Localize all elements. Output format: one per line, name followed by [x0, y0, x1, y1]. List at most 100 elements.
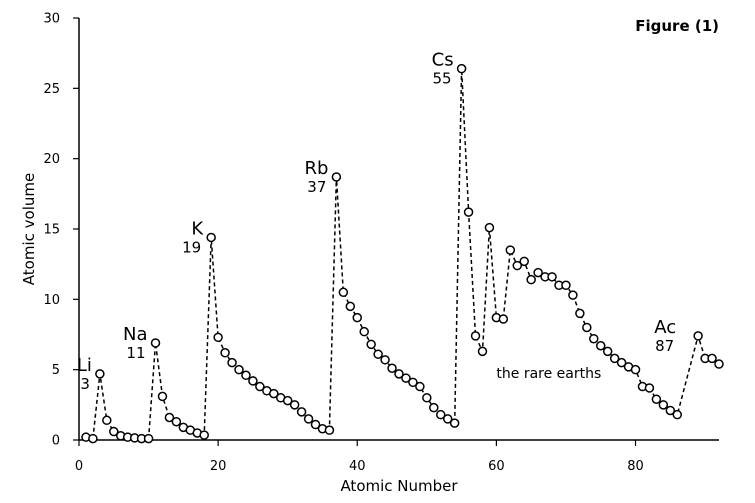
y-tick-label: 20: [43, 152, 60, 167]
data-point: [289, 400, 300, 410]
data-point: [449, 418, 460, 428]
data-point: [415, 381, 425, 392]
element-number-label: 55: [433, 70, 452, 88]
data-point: [171, 416, 182, 427]
data-point: [422, 393, 432, 403]
data-point: [143, 433, 154, 444]
data-point: [408, 377, 418, 388]
data-point: [602, 346, 613, 357]
y-tick-label: 30: [43, 12, 60, 27]
data-point: [498, 314, 509, 324]
data-point: [470, 331, 481, 341]
series-group: [81, 63, 724, 444]
x-tick-label: 60: [488, 459, 505, 474]
data-point: [234, 364, 244, 375]
data-point: [435, 409, 446, 420]
data-point: [394, 369, 404, 379]
y-tick-label: 10: [43, 293, 60, 308]
data-point: [241, 370, 251, 381]
data-point: [526, 274, 536, 285]
y-tick-label: 15: [43, 223, 60, 238]
data-point: [616, 357, 627, 368]
data-point: [519, 256, 529, 267]
element-symbol-label: Ac: [654, 317, 676, 338]
data-point: [707, 353, 717, 364]
data-point: [248, 376, 258, 386]
data-point: [595, 341, 606, 351]
data-point: [533, 267, 543, 278]
data-point: [575, 308, 585, 319]
data-point: [484, 222, 495, 233]
figure-title: Figure (1): [635, 17, 719, 35]
data-point: [456, 63, 467, 74]
data-point: [324, 425, 335, 435]
data-point: [672, 409, 683, 420]
data-point: [582, 322, 592, 333]
data-point: [609, 353, 620, 364]
data-point: [463, 207, 474, 217]
y-tick-label: 25: [43, 82, 60, 97]
data-point: [157, 391, 168, 402]
x-axis-label: Atomic Number: [340, 477, 458, 495]
element-number-label: 11: [126, 344, 145, 362]
data-point: [303, 414, 314, 424]
data-point: [95, 369, 105, 379]
data-point: [693, 331, 703, 341]
data-point: [505, 245, 516, 255]
data-point: [220, 348, 230, 358]
data-point: [665, 405, 676, 416]
element-number-label: 19: [182, 238, 201, 256]
axes: 0 5 10 15 20 25 30 0 20 40 60 80: [43, 12, 719, 474]
data-point: [380, 355, 390, 365]
data-point: [338, 287, 349, 298]
data-point: [429, 402, 439, 413]
element-symbol-label: Cs: [432, 50, 454, 71]
element-number-label: 37: [307, 178, 326, 196]
data-point: [373, 349, 383, 359]
data-point: [477, 346, 488, 357]
data-point: [561, 280, 571, 291]
element-number-label: 87: [655, 337, 674, 355]
data-point: [630, 364, 641, 375]
x-tick-label: 80: [627, 459, 644, 474]
data-point: [109, 426, 119, 437]
data-point: [589, 333, 599, 344]
annotation-label: the rare earths: [496, 366, 601, 382]
data-point: [227, 357, 237, 368]
data-point: [547, 272, 557, 282]
data-point: [255, 381, 265, 392]
data-point: [199, 430, 209, 440]
data-point: [512, 260, 523, 271]
data-point: [651, 394, 662, 404]
data-point: [88, 433, 98, 444]
data-point: [164, 412, 175, 423]
x-tick-label: 0: [75, 459, 83, 474]
data-point: [442, 414, 453, 424]
data-point: [150, 338, 161, 348]
data-point: [345, 301, 356, 312]
data-point: [658, 400, 669, 410]
y-tick-label: 0: [52, 434, 60, 449]
data-point: [359, 326, 369, 337]
data-point: [366, 339, 376, 350]
data-point: [206, 232, 216, 243]
element-symbol-label: Rb: [304, 158, 328, 179]
element-symbol-label: Li: [77, 355, 92, 376]
series-line: [85, 68, 720, 440]
y-axis-label: Atomic volume: [20, 173, 38, 285]
y-tick-label: 5: [52, 363, 60, 378]
x-tick-label: 40: [349, 459, 366, 474]
data-point: [310, 419, 321, 430]
data-point: [213, 332, 223, 343]
data-point: [644, 383, 655, 393]
data-point: [296, 407, 307, 417]
element-symbol-label: K: [191, 218, 204, 239]
data-point: [401, 373, 411, 383]
x-tick-label: 20: [210, 459, 227, 474]
data-point: [352, 312, 363, 323]
data-point: [282, 395, 293, 406]
element-number-label: 3: [80, 375, 90, 393]
data-point: [269, 388, 279, 399]
